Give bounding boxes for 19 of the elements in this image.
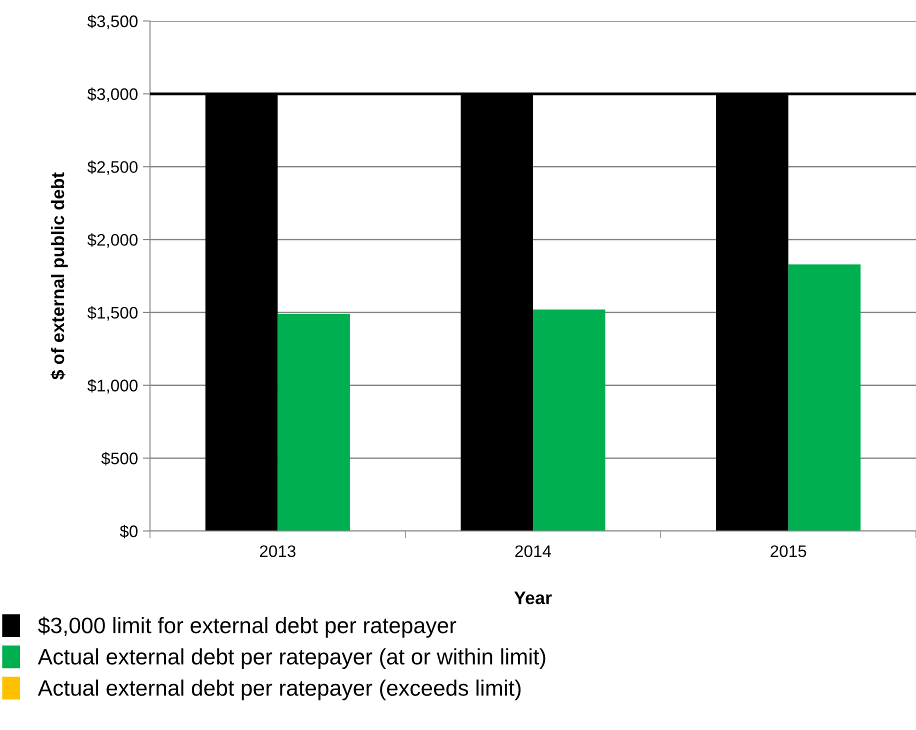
y-tick-label: $1,000 — [87, 378, 138, 394]
y-tick-label: $1,500 — [87, 306, 138, 321]
legend-label: Actual external debt per ratepayer (at or within limit) — [38, 648, 546, 669]
bar — [278, 314, 350, 531]
y-tick-label: $500 — [101, 452, 138, 466]
y-tick-label: $2,000 — [87, 233, 138, 248]
y-axis-title: $ of external public debt — [50, 172, 68, 380]
bar — [533, 310, 606, 531]
x-tick-label: 2015 — [770, 545, 806, 558]
bar — [788, 264, 861, 531]
y-tick-label: $2,500 — [87, 160, 138, 175]
x-tick-label: 2014 — [515, 545, 552, 558]
legend-label: Actual external debt per ratepayer (exceeds limit) — [38, 680, 521, 700]
legend-label: $3,000 limit for external debt per ratepayer — [38, 616, 456, 638]
y-tick-label: $3,500 — [87, 14, 138, 30]
x-tick-label: 2013 — [260, 545, 296, 558]
y-tick-label: $0 — [120, 524, 138, 538]
y-tick-label: $3,000 — [87, 88, 138, 102]
x-axis-title: Year — [514, 592, 552, 604]
